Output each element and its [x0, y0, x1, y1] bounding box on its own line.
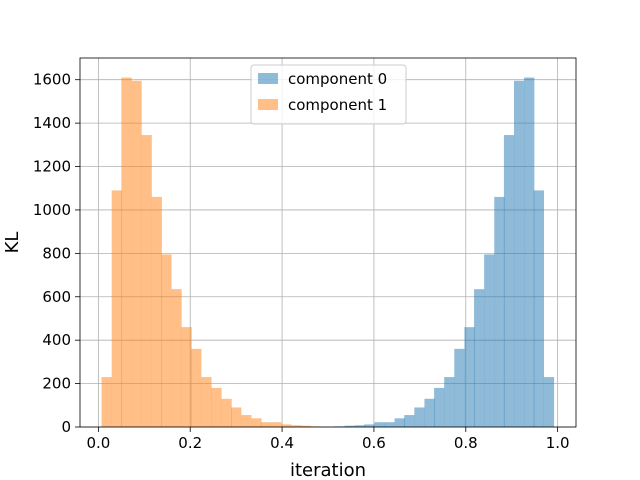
x-tick-label: 1.0: [546, 434, 570, 452]
legend: component 0 component 1: [250, 64, 407, 125]
histogram-bar-component-1: [101, 377, 112, 427]
histogram-bar-component-1: [121, 77, 132, 428]
histogram-bar-component-1: [300, 425, 312, 427]
plot-frame: [79, 57, 577, 428]
histogram-bar-component-0: [474, 289, 485, 427]
histogram-bar-component-0: [543, 377, 555, 427]
x-tick-label: 0.6: [362, 434, 386, 452]
histogram-bar-component-1: [201, 377, 212, 427]
y-tick-label: 0: [61, 418, 71, 436]
histogram-bar-component-1: [161, 254, 172, 427]
histogram-bar-component-0: [434, 387, 445, 427]
histogram-bar-component-1: [151, 196, 162, 427]
histogram-bar-component-1: [211, 387, 222, 427]
legend-swatch-component-1: [258, 99, 278, 110]
histogram-bar-component-0: [364, 424, 375, 427]
histogram-bar-component-1: [111, 190, 122, 427]
y-tick-label: 800: [42, 244, 71, 262]
histogram-bar-component-1: [251, 418, 262, 427]
histogram-bar-component-0: [404, 415, 415, 427]
y-tick-label: 1400: [33, 114, 71, 132]
histogram-bar-component-1: [171, 289, 182, 427]
x-tick-label: 0.0: [86, 434, 110, 452]
histogram-bar-component-1: [131, 80, 142, 428]
bars: [101, 77, 555, 428]
legend-label-component-1: component 1: [288, 96, 387, 114]
y-axis-label: KL: [2, 232, 23, 254]
histogram-bar-component-0: [484, 254, 495, 427]
legend-box: [250, 64, 407, 125]
histogram-bar-component-0: [384, 422, 395, 427]
histogram-bar-component-1: [241, 415, 252, 427]
histogram-bar-component-0: [354, 425, 365, 427]
histogram-bar-component-0: [454, 348, 465, 427]
histogram-bar-component-1: [260, 422, 272, 427]
histogram-bar-component-0: [444, 377, 455, 427]
histogram-bar-component-0: [344, 425, 355, 427]
histogram-bar-component-1: [291, 425, 302, 427]
y-tick-label: 1600: [33, 71, 71, 89]
y-tick-label: 1200: [33, 158, 71, 176]
histogram-bar-component-1: [141, 135, 152, 427]
histogram-bar-component-1: [231, 407, 242, 427]
legend-swatch-component-0: [258, 73, 278, 84]
histogram-bar-component-0: [494, 196, 505, 427]
histogram-bar-component-0: [533, 190, 545, 427]
histogram-bar-component-1: [181, 327, 192, 427]
x-tick-label: 0.8: [454, 434, 478, 452]
histogram-bar-component-0: [414, 407, 425, 427]
histogram-bar-component-0: [524, 77, 535, 428]
y-axis-ticks: 0 200 400 600 800 1000 1200 1400 1600: [33, 71, 80, 436]
histogram-bar-component-0: [424, 398, 435, 427]
y-tick-label: 1000: [33, 201, 71, 219]
histogram-bar-component-1: [221, 398, 232, 427]
histogram-bar-component-0: [464, 327, 475, 427]
x-axis-ticks: 0.0 0.2 0.4 0.6 0.8 1.0: [86, 427, 570, 452]
histogram-bar-component-0: [394, 418, 405, 427]
histogram-bar-component-1: [191, 348, 202, 427]
legend-label-component-0: component 0: [288, 70, 387, 88]
histogram-bar-component-1: [281, 424, 292, 427]
histogram-bar-component-0: [514, 80, 525, 428]
histogram-bar-component-0: [503, 135, 515, 427]
x-tick-label: 0.4: [270, 434, 294, 452]
x-axis-label: iteration: [290, 460, 366, 480]
y-tick-label: 600: [42, 288, 71, 306]
y-tick-label: 200: [42, 375, 71, 393]
x-tick-label: 0.2: [178, 434, 202, 452]
histogram-bar-component-0: [374, 422, 385, 427]
histogram-bar-component-1: [271, 422, 282, 427]
y-tick-label: 400: [42, 331, 71, 349]
